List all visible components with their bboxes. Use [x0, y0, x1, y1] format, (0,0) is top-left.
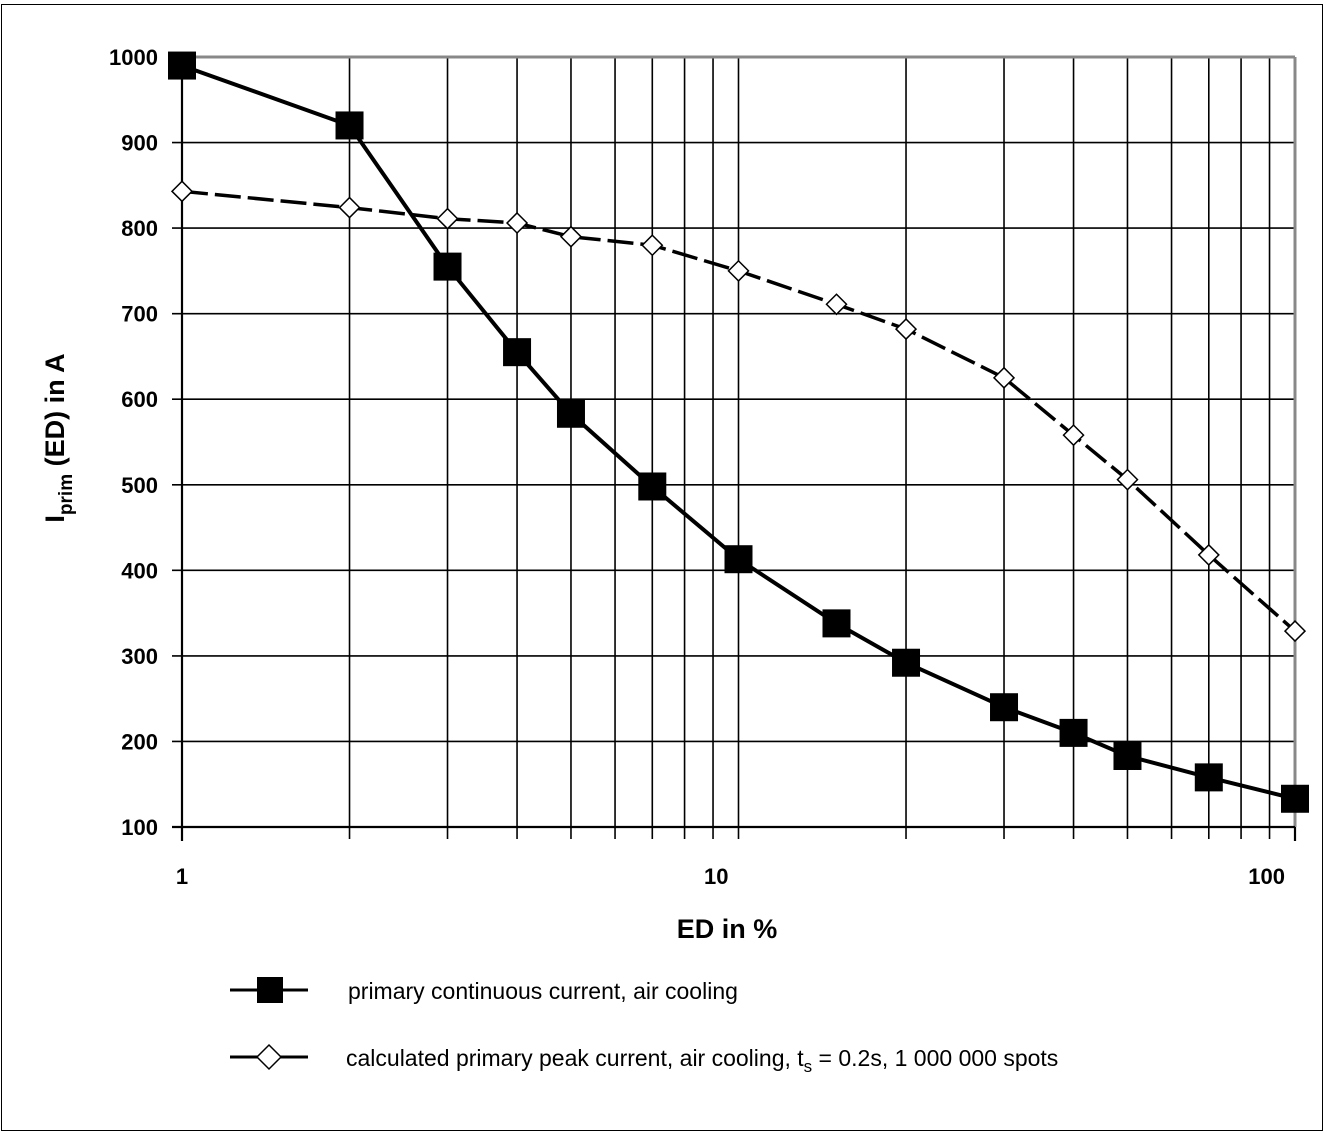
- y-tick-labels: 1000 900 800 700 600 500 400 300 200 100: [109, 45, 158, 840]
- y-tick-label: 500: [121, 473, 158, 498]
- data-point-square: [168, 51, 196, 80]
- series-line: [181, 189, 1297, 633]
- data-point-square: [556, 399, 585, 428]
- data-point-square: [892, 648, 921, 677]
- data-point-square: [990, 693, 1019, 722]
- data-point-diamond: [1116, 468, 1139, 491]
- x-tick-labels: 1 10 100: [176, 864, 1285, 889]
- data-point-diamond: [505, 211, 529, 235]
- legend: primary continuous current, air cooling …: [230, 977, 1058, 1076]
- chart-frame: [1, 4, 1323, 1131]
- data-point-square: [1281, 784, 1309, 813]
- axes: [172, 55, 1297, 841]
- y-axis-title-rest: (ED) in A: [40, 353, 70, 474]
- y-tick-label: 300: [121, 644, 158, 669]
- data-point-diamond: [641, 234, 664, 257]
- legend-label-peak-after: = 0.2s, 1 000 000 spots: [812, 1045, 1058, 1071]
- data-point-diamond: [825, 293, 848, 316]
- y-axis-title-sub: prim: [56, 474, 77, 515]
- data-point-square: [1113, 741, 1142, 770]
- data-point-diamond: [338, 196, 361, 219]
- data-point-square: [638, 472, 667, 501]
- data-point-square: [335, 111, 364, 140]
- legend-label-peak-before: calculated primary peak current, air coo…: [346, 1045, 804, 1071]
- series-layer: [168, 51, 1309, 813]
- legend-label-peak-sub: s: [804, 1057, 813, 1076]
- x-tick-label: 1: [176, 864, 188, 889]
- data-point-square: [1194, 763, 1223, 792]
- data-point-square: [724, 545, 753, 574]
- y-axis-title: Iprim (ED) in A: [40, 353, 77, 522]
- data-point-diamond: [1062, 424, 1085, 447]
- series-peak-current: [170, 180, 1307, 643]
- series-continuous-current: [168, 51, 1309, 813]
- data-point-diamond: [992, 366, 1016, 389]
- data-point-square: [503, 338, 532, 367]
- y-tick-label: 1000: [109, 45, 158, 70]
- legend-item-continuous: primary continuous current, air cooling: [230, 977, 738, 1004]
- data-point-diamond: [727, 259, 750, 282]
- x-axis-title: ED in %: [677, 914, 778, 944]
- y-tick-label: 400: [121, 558, 158, 583]
- legend-marker-square: [257, 977, 283, 1003]
- data-point-square: [1059, 718, 1088, 747]
- legend-label-peak: calculated primary peak current, air coo…: [346, 1045, 1058, 1076]
- x-tick-label: 10: [704, 864, 728, 889]
- y-tick-label: 700: [121, 302, 158, 327]
- data-point-diamond: [1283, 620, 1307, 643]
- legend-marker-diamond: [255, 1043, 283, 1071]
- data-point-diamond: [894, 318, 918, 341]
- legend-item-peak: calculated primary peak current, air coo…: [230, 1043, 1058, 1076]
- data-point-square: [433, 252, 462, 281]
- legend-label-continuous: primary continuous current, air cooling: [348, 978, 738, 1004]
- x-tick-label: 100: [1248, 864, 1285, 889]
- grid: [172, 57, 1295, 839]
- data-point-diamond: [436, 207, 459, 230]
- data-point-diamond: [1197, 543, 1220, 566]
- data-point-square: [822, 609, 851, 638]
- y-axis-title-main: I: [40, 515, 70, 523]
- y-tick-label: 200: [121, 729, 158, 754]
- data-point-diamond: [559, 225, 583, 248]
- data-point-diamond: [170, 180, 194, 203]
- y-tick-label: 900: [121, 131, 158, 156]
- y-tick-label: 100: [121, 815, 158, 840]
- y-tick-label: 800: [121, 216, 158, 241]
- y-tick-label: 600: [121, 387, 158, 412]
